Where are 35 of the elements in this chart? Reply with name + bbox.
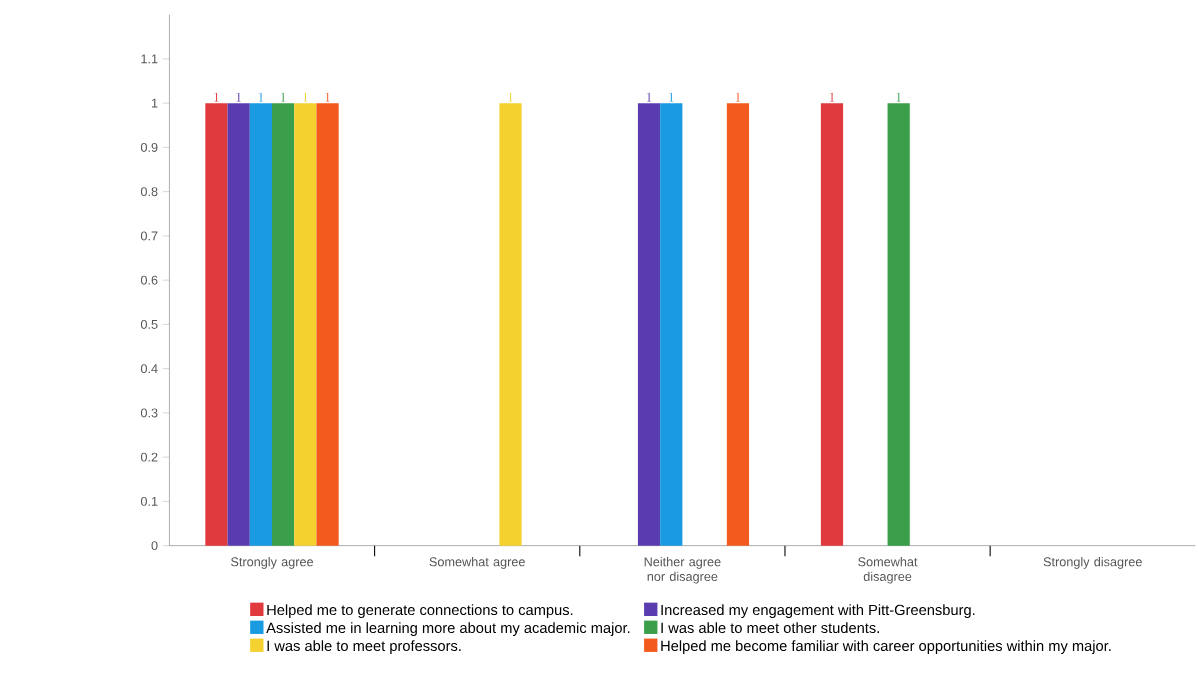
y-tick-label: 0.9	[140, 142, 158, 152]
y-tick-label: 0.6	[140, 275, 158, 285]
x-tick-label: Neither agree nor disagree	[644, 556, 721, 584]
y-tick-label: 0.7	[140, 231, 158, 241]
y-tick-label: 0	[151, 541, 158, 551]
y-tick-label: 0.4	[140, 364, 158, 374]
data-label: 1	[325, 92, 330, 102]
x-tick-label: Somewhat agree	[429, 556, 525, 569]
data-label: 1	[669, 92, 674, 102]
x-tick-label: Strongly disagree	[1043, 556, 1142, 569]
y-tick-label: 0.2	[140, 452, 158, 462]
y-tick-label: 1	[151, 98, 158, 108]
data-label: 1	[508, 92, 513, 102]
legend-label: Assisted me in learning more about my academic major.	[266, 622, 630, 636]
y-tick-label: 1.1	[141, 54, 158, 64]
y-tick-label: 0.8	[140, 187, 158, 197]
data-label: 1	[896, 92, 901, 102]
data-label: 1	[236, 92, 241, 102]
legend-label: I was able to meet professors.	[267, 640, 461, 654]
legend-label: I was able to meet other students.	[661, 622, 879, 634]
data-label: 1	[735, 92, 741, 102]
data-label: 1	[214, 92, 219, 102]
legend-label: Increased my engagement with Pitt-Greensburg.	[661, 604, 975, 618]
x-tick-label: Strongly agree	[231, 556, 314, 569]
legend-label: Helped me become familiar with career opportunities within my major.	[661, 640, 1111, 654]
y-tick-label: 0.5	[140, 319, 158, 329]
data-label: 1	[646, 92, 652, 102]
data-label: 1	[258, 92, 264, 102]
data-label: 1	[303, 92, 308, 102]
y-tick-label: 0.3	[140, 408, 158, 418]
y-tick-label: 0.1	[140, 496, 158, 506]
data-label: 1	[829, 92, 835, 102]
x-tick-label: Somewhat disagree	[858, 556, 918, 584]
legend-label: Helped me to generate connections to campus.	[267, 604, 573, 618]
data-label: 1	[281, 92, 286, 102]
